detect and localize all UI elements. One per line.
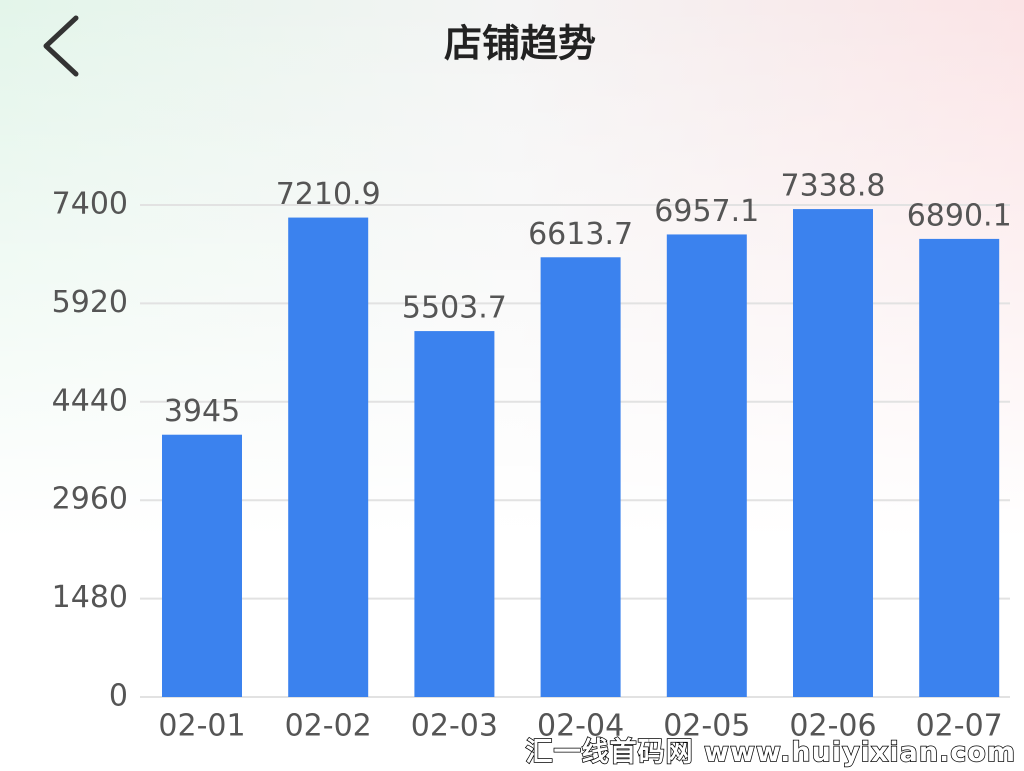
chart-title: 店铺趋势 [444,22,596,66]
value-label: 3945 [164,394,240,429]
x-tick-label: 02-02 [285,709,372,744]
x-tick-label: 02-01 [158,709,245,744]
bar [414,331,495,697]
value-label: 7210.9 [276,177,381,212]
x-tick-label: 02-07 [916,709,1003,744]
x-tick-label: 02-04 [537,709,624,744]
bar [288,217,369,697]
value-label: 6890.1 [907,198,1012,233]
y-tick-label: 7400 [52,187,128,222]
bar [919,238,1000,697]
bar [793,209,873,697]
y-tick-label: 1480 [52,580,128,615]
x-tick-label: 02-03 [411,709,498,744]
bar [666,234,747,697]
back-button[interactable] [43,15,79,77]
bar [540,257,621,697]
bar [162,434,242,697]
y-tick-label: 4440 [52,383,128,418]
x-tick-label: 02-06 [789,709,876,744]
y-tick-label: 0 [109,679,128,714]
y-tick-label: 2960 [52,482,128,517]
y-tick-label: 5920 [52,285,128,320]
watermark: 汇一线首码网 www.huiyixian.com [525,736,1016,769]
value-label: 7338.8 [781,169,886,204]
x-tick-label: 02-05 [663,709,750,744]
value-label: 5503.7 [402,291,507,326]
value-label: 6613.7 [528,217,633,252]
value-label: 6957.1 [654,194,759,229]
